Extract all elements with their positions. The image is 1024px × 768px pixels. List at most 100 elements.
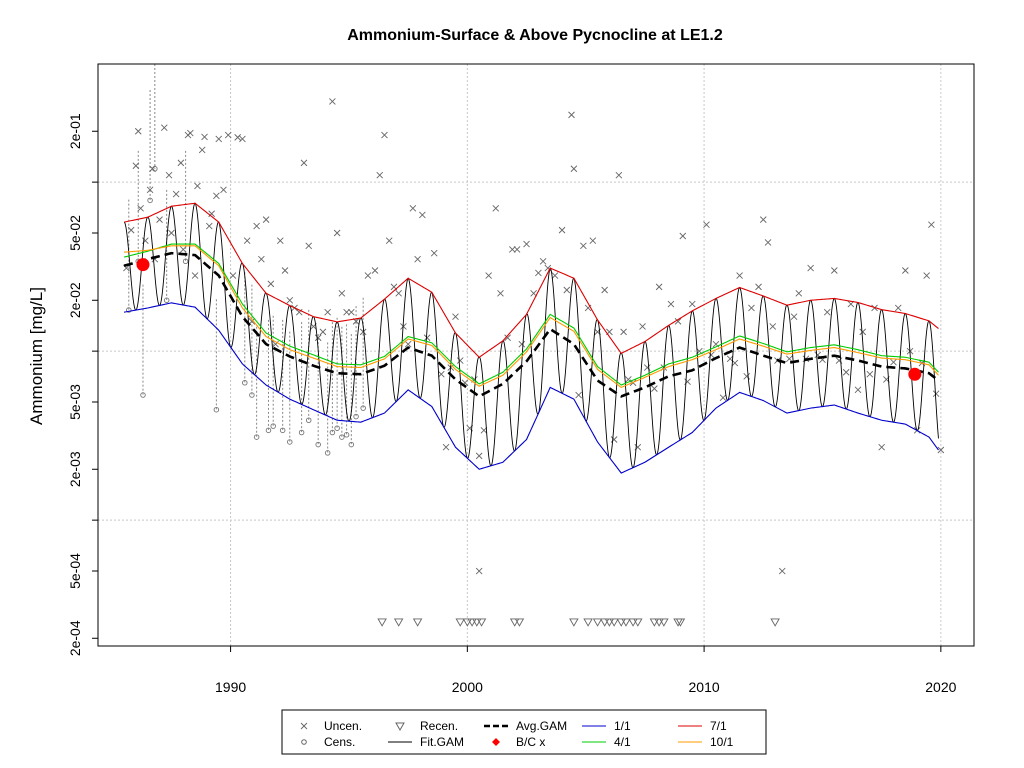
uncensored-point — [563, 286, 571, 294]
recensored-point — [476, 618, 487, 627]
uncensored-point — [177, 159, 185, 167]
uncensored-point — [937, 446, 945, 454]
uncensored-point — [759, 216, 767, 223]
uncensored-point — [509, 246, 516, 253]
uncensored-point — [220, 186, 227, 194]
uncensored-point — [575, 391, 582, 399]
recensored-point — [467, 618, 477, 627]
censored-whiskers — [128, 64, 364, 453]
recensored-point — [675, 618, 686, 627]
uncensored-point — [823, 308, 831, 316]
y-tick-label: 2e-03 — [67, 451, 83, 487]
recensored-point — [462, 618, 473, 627]
x-tick-label: 2020 — [925, 679, 956, 695]
uncensored-point — [743, 372, 751, 380]
legend-symbol — [395, 722, 405, 732]
uncensored-point — [262, 216, 270, 223]
bc-point — [908, 367, 922, 381]
uncensored-point — [224, 131, 232, 139]
legend-label: Fit.GAM — [420, 735, 464, 749]
uncensored-point — [168, 229, 175, 237]
censored-point — [213, 406, 220, 413]
recensored-point — [592, 618, 603, 627]
legend-label: 1/1 — [614, 719, 631, 733]
uncensored-point — [764, 239, 772, 246]
x-axis: 1990 2000 2010 2020 — [215, 646, 957, 695]
legend-item: B/C x — [492, 735, 545, 749]
uncensored-point — [830, 267, 838, 274]
uncensored-point — [570, 165, 578, 173]
y-axis: 2e-04 5e-04 2e-03 5e-03 2e-02 5e-02 2e-01 — [67, 113, 98, 656]
uncensored-point — [452, 313, 459, 320]
uncensored-point — [688, 300, 696, 308]
uncensored-point — [679, 232, 687, 240]
legend-label: 4/1 — [614, 735, 631, 749]
grid-lines — [98, 64, 974, 646]
uncensored-point — [127, 226, 135, 234]
uncensored-point — [381, 131, 388, 139]
legend-box — [281, 709, 767, 755]
series-avg-gam-line — [123, 251, 940, 398]
uncensored-point — [485, 272, 492, 279]
uncensored-point — [364, 272, 372, 279]
series-7-1-line — [123, 202, 939, 358]
censored-point — [270, 423, 276, 429]
legend: Uncen. Recen. Avg.GAM 1/1 7/1 Cens. Fit.GAM B/C… — [281, 709, 767, 755]
uncensored-point — [376, 171, 384, 179]
uncensored-point — [329, 98, 336, 105]
censored-point — [339, 434, 345, 440]
uncensored-point — [267, 280, 275, 288]
uncensored-point — [475, 567, 483, 575]
uncensored-point — [253, 222, 260, 230]
uncensored-point — [651, 385, 658, 392]
censored-point — [249, 392, 255, 398]
recensored-point — [654, 618, 664, 627]
uncensored-point — [674, 318, 682, 325]
uncensored-point — [172, 190, 180, 198]
legend-item: Recen. — [395, 719, 458, 733]
recensored-point — [412, 618, 423, 627]
recensored-point — [649, 618, 660, 627]
uncensored-point — [878, 443, 885, 451]
recensored-point — [659, 618, 669, 627]
x-tick-label: 2000 — [452, 679, 483, 695]
gam-lines — [123, 202, 940, 474]
uncensored-point — [539, 257, 547, 265]
recensored-point — [609, 618, 619, 627]
legend-symbol — [300, 722, 308, 730]
uncensored-point — [795, 289, 803, 297]
uncensored-point — [132, 162, 140, 170]
uncensored-point — [620, 328, 627, 336]
y-tick-label: 2e-01 — [67, 113, 83, 149]
uncensored-point — [902, 267, 909, 274]
uncensored-point — [371, 267, 379, 274]
uncensored-point — [890, 358, 897, 366]
uncensored-point — [842, 368, 850, 376]
uncensored-point — [165, 171, 173, 179]
censored-point — [329, 429, 336, 436]
uncensored-point — [639, 323, 646, 330]
x-tick-label: 2010 — [689, 679, 720, 695]
uncensored-point — [258, 255, 265, 263]
recensored-point — [509, 618, 520, 627]
recensored-point — [621, 618, 631, 627]
uncensored-point — [314, 334, 322, 342]
bc-points — [136, 258, 922, 381]
recensored-point — [393, 618, 404, 627]
uncensored-point — [243, 237, 251, 245]
uncensored-point — [894, 304, 902, 312]
uncensored-point — [160, 124, 168, 131]
uncensored-point — [513, 246, 521, 253]
uncensored-point — [518, 340, 526, 348]
censored-point — [126, 307, 132, 313]
uncensored-point — [615, 171, 623, 179]
uncensored-point — [778, 567, 786, 575]
series-4-1-line — [123, 243, 939, 386]
uncensored-point — [276, 237, 284, 245]
legend-item: 1/1 — [582, 719, 631, 733]
uncensored-point — [456, 357, 464, 364]
uncensored-point — [755, 283, 762, 291]
legend-item: Cens. — [301, 735, 355, 749]
censored-point — [298, 429, 305, 436]
